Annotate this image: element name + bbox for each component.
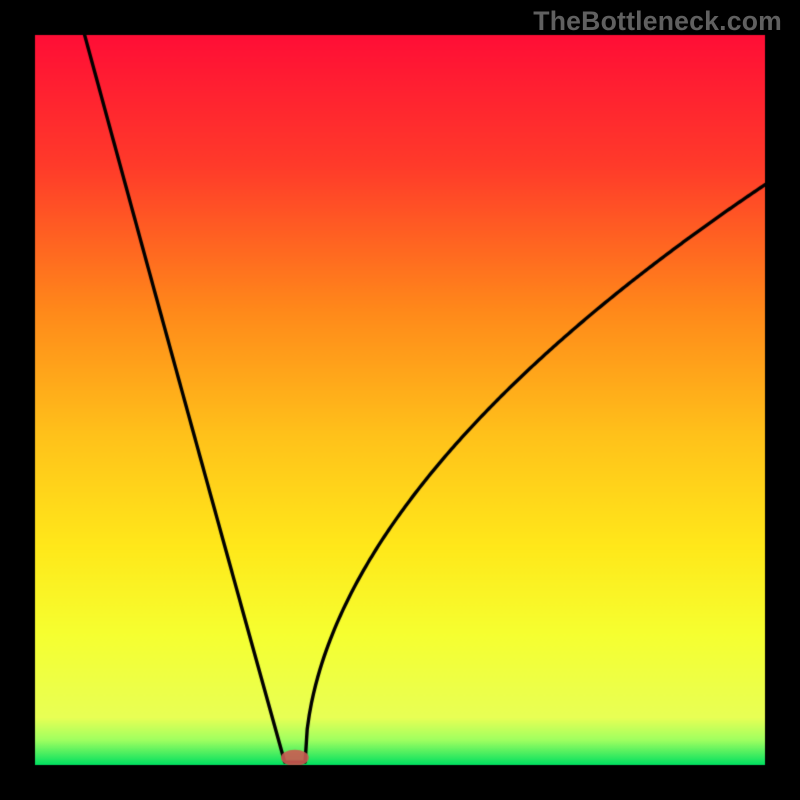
- bottleneck-curve-canvas: [0, 0, 800, 800]
- chart-container: TheBottleneck.com: [0, 0, 800, 800]
- watermark-text: TheBottleneck.com: [533, 6, 782, 37]
